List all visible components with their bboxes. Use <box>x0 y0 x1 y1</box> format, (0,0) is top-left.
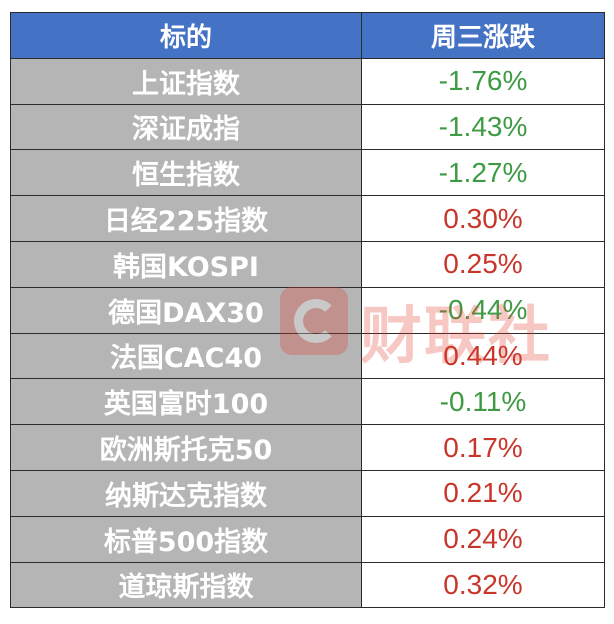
change-value: -0.44% <box>361 286 605 334</box>
table-row: 德国DAX30 -0.44% <box>10 286 605 334</box>
instrument-name: 恒生指数 <box>10 149 362 197</box>
change-value: 0.44% <box>361 332 605 380</box>
change-value: -1.27% <box>361 149 605 197</box>
table-row: 欧洲斯托克50 0.17% <box>10 424 605 471</box>
instrument-name: 英国富时100 <box>10 378 362 426</box>
change-value: 0.21% <box>361 469 605 517</box>
change-value: -0.11% <box>361 378 605 426</box>
table-header-row: 标的 周三涨跌 <box>10 12 605 59</box>
instrument-name: 标普500指数 <box>10 515 362 563</box>
instrument-name: 深证成指 <box>10 103 362 151</box>
market-table-container: 标的 周三涨跌 上证指数 -1.76% 深证成指 -1.43% 恒生指数 -1.… <box>10 12 605 609</box>
instrument-name: 韩国KOSPI <box>10 240 362 288</box>
instrument-name: 欧洲斯托克50 <box>10 424 362 471</box>
table-row: 纳斯达克指数 0.21% <box>10 469 605 517</box>
instrument-name: 德国DAX30 <box>10 286 362 334</box>
table-row: 道琼斯指数 0.32% <box>10 561 605 609</box>
header-instrument: 标的 <box>10 12 362 59</box>
instrument-name: 道琼斯指数 <box>10 561 362 609</box>
change-value: 0.24% <box>361 515 605 563</box>
change-value: 0.30% <box>361 195 605 242</box>
table-row: 英国富时100 -0.11% <box>10 378 605 426</box>
table-row: 标普500指数 0.24% <box>10 515 605 563</box>
market-change-table: 标的 周三涨跌 上证指数 -1.76% 深证成指 -1.43% 恒生指数 -1.… <box>10 12 605 609</box>
header-wednesday-change: 周三涨跌 <box>361 12 605 59</box>
instrument-name: 日经225指数 <box>10 195 362 242</box>
instrument-name: 纳斯达克指数 <box>10 469 362 517</box>
table-row: 恒生指数 -1.27% <box>10 149 605 197</box>
table-row: 日经225指数 0.30% <box>10 195 605 242</box>
table-row: 法国CAC40 0.44% <box>10 332 605 380</box>
table-row: 深证成指 -1.43% <box>10 103 605 151</box>
instrument-name: 法国CAC40 <box>10 332 362 380</box>
instrument-name: 上证指数 <box>10 57 362 105</box>
change-value: 0.32% <box>361 561 605 609</box>
table-row: 上证指数 -1.76% <box>10 57 605 105</box>
change-value: -1.43% <box>361 103 605 151</box>
table-row: 韩国KOSPI 0.25% <box>10 240 605 288</box>
change-value: 0.25% <box>361 240 605 288</box>
change-value: -1.76% <box>361 57 605 105</box>
change-value: 0.17% <box>361 424 605 471</box>
